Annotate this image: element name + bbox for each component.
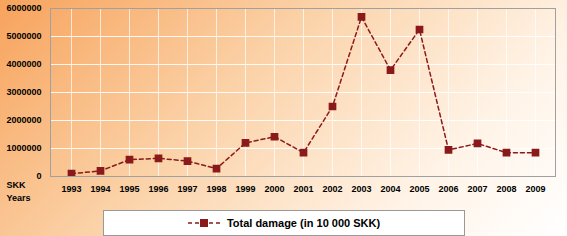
svg-text:1000000: 1000000	[6, 143, 41, 153]
svg-text:1997: 1997	[177, 184, 197, 194]
svg-text:0: 0	[36, 171, 41, 181]
svg-text:1996: 1996	[148, 184, 168, 194]
svg-text:3000000: 3000000	[6, 87, 41, 97]
svg-text:5000000: 5000000	[6, 31, 41, 41]
svg-text:2004: 2004	[380, 184, 400, 194]
svg-text:2008: 2008	[496, 184, 516, 194]
svg-text:2006: 2006	[438, 184, 458, 194]
svg-text:2000000: 2000000	[6, 115, 41, 125]
svg-text:Years: Years	[7, 193, 31, 203]
svg-text:1993: 1993	[61, 184, 81, 194]
html-text:Total damage (in 10 000 SKK): Total damage (in 10 000 SKK)	[226, 217, 381, 229]
svg-text:2005: 2005	[409, 184, 429, 194]
svg-text:2009: 2009	[525, 184, 545, 194]
svg-text:2000: 2000	[264, 184, 284, 194]
svg-text:2002: 2002	[322, 184, 342, 194]
svg-text:1994: 1994	[90, 184, 110, 194]
svg-text:2001: 2001	[293, 184, 313, 194]
svg-text:1995: 1995	[119, 184, 139, 194]
svg-text:1999: 1999	[235, 184, 255, 194]
svg-text:SKK: SKK	[7, 180, 27, 190]
svg-text:2007: 2007	[467, 184, 487, 194]
svg-text:4000000: 4000000	[6, 59, 41, 69]
svg-text:1998: 1998	[206, 184, 226, 194]
svg-text:6000000: 6000000	[6, 3, 41, 13]
svg-text:2003: 2003	[351, 184, 371, 194]
